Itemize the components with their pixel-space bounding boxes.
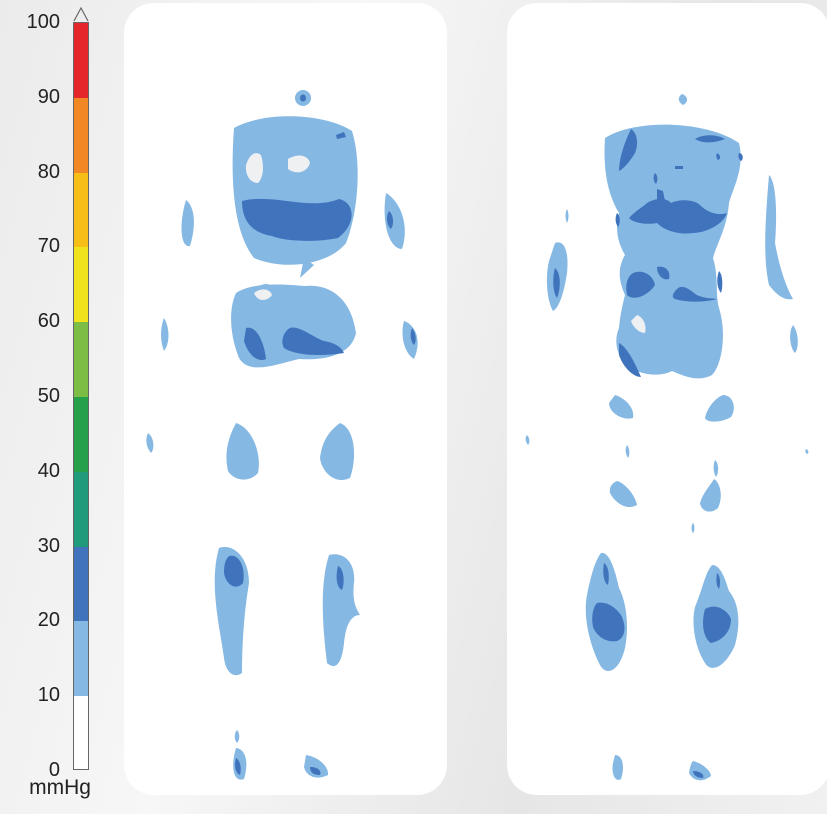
- scale-band-30-40: [74, 471, 88, 547]
- scale-tick-50: 50: [37, 385, 60, 407]
- scale-band-50-60: [74, 322, 88, 397]
- scale-tick-60: 60: [37, 310, 60, 333]
- pressure-map-right: [507, 3, 827, 795]
- scale-tick-10: 10: [37, 684, 60, 707]
- scale-tick-80: 80: [37, 160, 60, 183]
- pressure-contours-right: [525, 94, 809, 781]
- scale-tick-30: 30: [37, 534, 60, 557]
- scale-band-10-20: [74, 621, 88, 697]
- scale-band-60-70: [74, 247, 88, 323]
- scale-band-90-100: [74, 23, 88, 98]
- scale-tick-20: 20: [37, 609, 60, 632]
- scale-tick-70: 70: [37, 235, 60, 258]
- scale-tick-100: 100: [26, 11, 60, 33]
- scale-band-40-50: [74, 397, 88, 472]
- scale-tick-40: 40: [37, 459, 60, 482]
- color-scale-bar: [73, 22, 89, 770]
- pressure-contours-left: [146, 90, 418, 780]
- scale-unit-label: mmHg: [29, 776, 91, 799]
- scale-band-80-90: [74, 97, 88, 173]
- scale-up-arrow-icon: [73, 6, 89, 22]
- pressure-map-left: [124, 3, 447, 795]
- scale-tick-90: 90: [37, 85, 60, 108]
- pressure-scale-legend: 0 10 20 30 40 50 60 70 80 90 100 mmHg: [0, 0, 120, 814]
- scale-band-70-80: [74, 172, 88, 248]
- scale-tick-0: 0: [48, 759, 60, 781]
- scale-band-0-10: [74, 696, 88, 769]
- scale-band-20-30: [74, 546, 88, 622]
